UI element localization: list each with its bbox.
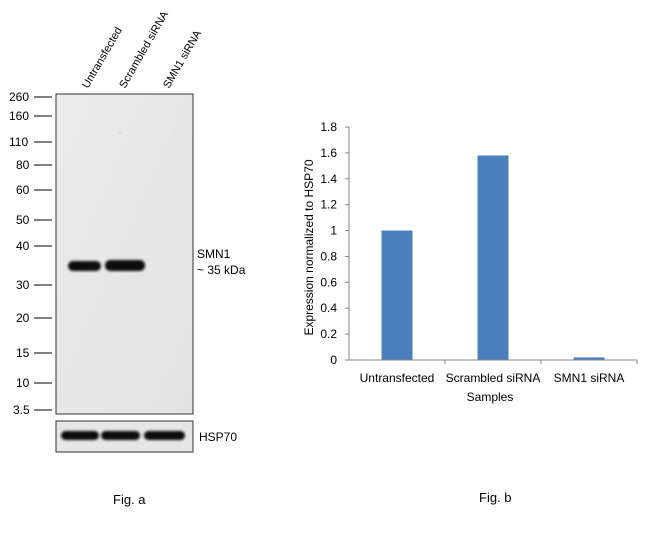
- y-tick-label: 0: [330, 353, 337, 367]
- western-blot-panel: Untransfected Scrambled siRNA SMN1 siRNA…: [9, 9, 246, 507]
- mw-60: 60: [16, 183, 30, 197]
- caption-fig-a: Fig. a: [113, 492, 146, 507]
- x-category-label: Scrambled siRNA: [446, 371, 541, 385]
- band-scrambled: [105, 260, 145, 271]
- mw-50: 50: [16, 213, 30, 227]
- mw-30: 30: [16, 278, 30, 292]
- lane-label-scrambled: Scrambled siRNA: [117, 9, 171, 91]
- mw-20: 20: [16, 311, 30, 325]
- y-tick-label: 0.6: [320, 275, 337, 289]
- x-axis-label: Samples: [467, 390, 514, 404]
- y-axis-ticks: 0 0.2 0.4 0.6 0.8 1 1.2 1.4 1.6 1.8: [320, 120, 349, 367]
- bars: [381, 155, 605, 360]
- bar-chart: 0 0.2 0.4 0.6 0.8 1 1.2 1.4 1.6 1.8 Untransfected…: [302, 120, 638, 505]
- mw-110: 110: [9, 135, 28, 149]
- lane-label-untransfected: Untransfected: [80, 25, 125, 90]
- y-tick-label: 1.4: [320, 172, 337, 186]
- hsp70-label: HSP70: [199, 430, 237, 444]
- hsp70-band-1: [61, 431, 99, 440]
- mw-15: 15: [16, 346, 30, 360]
- mw-10: 10: [16, 376, 30, 390]
- y-tick-label: 0.4: [320, 301, 337, 315]
- y-tick-label: 1: [330, 224, 337, 238]
- mw-80: 80: [16, 158, 30, 172]
- hsp70-bands: [61, 431, 185, 440]
- mw-260: 260: [9, 90, 29, 104]
- bar-smn1-sirna: [573, 357, 605, 360]
- mw-160: 160: [9, 109, 29, 123]
- bar-untransfected: [381, 230, 413, 360]
- x-category-label: SMN1 siRNA: [554, 371, 625, 385]
- y-tick-label: 0.8: [320, 249, 337, 263]
- band-label-smn1: SMN1: [197, 247, 231, 261]
- y-tick-label: 1.6: [320, 146, 337, 160]
- lane-label-smn1: SMN1 siRNA: [161, 28, 204, 91]
- x-category-label: Untransfected: [360, 371, 435, 385]
- hsp70-band-3: [144, 431, 185, 440]
- band-size-label: ~ 35 kDa: [197, 263, 246, 277]
- y-tick-label: 0.2: [320, 327, 337, 341]
- y-tick-label: 1.2: [320, 198, 337, 212]
- band-untransfected: [68, 261, 101, 271]
- mw-markers: 260 160 110 80 60 50 40 30 20 15 10 3.5: [9, 90, 52, 417]
- hsp70-band-2: [101, 431, 140, 440]
- smn1-bands: [68, 260, 145, 271]
- mw-3-5: 3.5: [13, 403, 30, 417]
- y-axis-label: Expression normalized to HSP70: [302, 159, 316, 335]
- x-axis-categories: Untransfected Scrambled siRNA SMN1 siRNA: [360, 360, 638, 385]
- main-blot: [55, 93, 194, 415]
- y-tick-label: 1.8: [320, 120, 337, 134]
- caption-fig-b: Fig. b: [479, 490, 512, 505]
- mw-40: 40: [16, 239, 30, 253]
- bar-scrambled-sirna: [477, 155, 509, 360]
